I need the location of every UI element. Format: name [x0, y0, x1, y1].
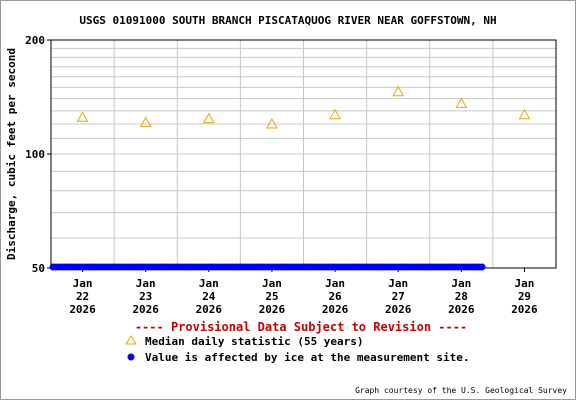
- legend-triangle-icon: [125, 335, 137, 345]
- x-tick-label: 2026: [322, 303, 349, 316]
- x-tick-label: Jan: [515, 277, 535, 290]
- x-tick-label: Jan: [136, 277, 156, 290]
- x-tick-label: 2026: [448, 303, 475, 316]
- x-tick-label: 2026: [69, 303, 96, 316]
- x-tick-label: Jan: [73, 277, 93, 290]
- x-tick-label: 22: [76, 290, 89, 303]
- x-tick-label: Jan: [388, 277, 408, 290]
- median-triangle-point: [76, 111, 89, 122]
- x-tick-label: 26: [328, 290, 342, 303]
- x-tick-label: 27: [392, 290, 405, 303]
- x-tick-label: 23: [139, 290, 152, 303]
- x-tick-label: Jan: [451, 277, 471, 290]
- median-triangle-point: [518, 108, 531, 120]
- credit-note: Graph courtesy of the U.S. Geological Su…: [355, 386, 567, 395]
- median-triangle-point: [139, 116, 152, 128]
- x-tick-label: 2026: [259, 303, 286, 316]
- median-triangle-point: [455, 97, 468, 108]
- y-tick-label: 200: [25, 34, 45, 47]
- x-tick-label: Jan: [325, 277, 345, 290]
- legend-median-label: Median daily statistic (55 years): [145, 335, 364, 348]
- grid-lines: [51, 40, 556, 268]
- x-tick-label: 2026: [132, 303, 159, 316]
- legend-ice-label: Value is affected by ice at the measurem…: [145, 351, 470, 364]
- y-tick-label: 100: [25, 148, 45, 161]
- median-triangle-point: [392, 85, 405, 97]
- y-tick-label: 50: [32, 262, 45, 275]
- x-tick-label: Jan: [262, 277, 282, 290]
- x-axis-ticks: Jan222026Jan232026Jan242026Jan252026Jan2…: [69, 268, 538, 316]
- legend: Median daily statistic (55 years) Value …: [125, 335, 470, 364]
- chart-title: USGS 01091000 SOUTH BRANCH PISCATAQUOG R…: [79, 14, 496, 27]
- x-tick-label: Jan: [199, 277, 219, 290]
- provisional-data-note: ---- Provisional Data Subject to Revisio…: [135, 320, 467, 334]
- ice-affected-series: [49, 263, 486, 271]
- x-tick-label: 2026: [511, 303, 538, 316]
- legend-dot-icon: [127, 353, 135, 361]
- x-tick-label: 24: [202, 290, 216, 303]
- x-tick-label: 2026: [196, 303, 223, 316]
- y-axis-ticks: 200 100 50: [25, 34, 51, 275]
- x-tick-label: 28: [455, 290, 468, 303]
- median-triangle-point: [202, 112, 215, 124]
- median-triangle-point: [266, 117, 278, 129]
- median-series: [76, 85, 531, 129]
- ice-affected-point: [478, 263, 486, 271]
- x-tick-label: 2026: [385, 303, 412, 316]
- x-tick-label: 29: [518, 290, 531, 303]
- median-triangle-point: [329, 108, 341, 120]
- y-axis-label: Discharge, cubic feet per second: [5, 48, 18, 260]
- x-tick-label: 25: [265, 290, 278, 303]
